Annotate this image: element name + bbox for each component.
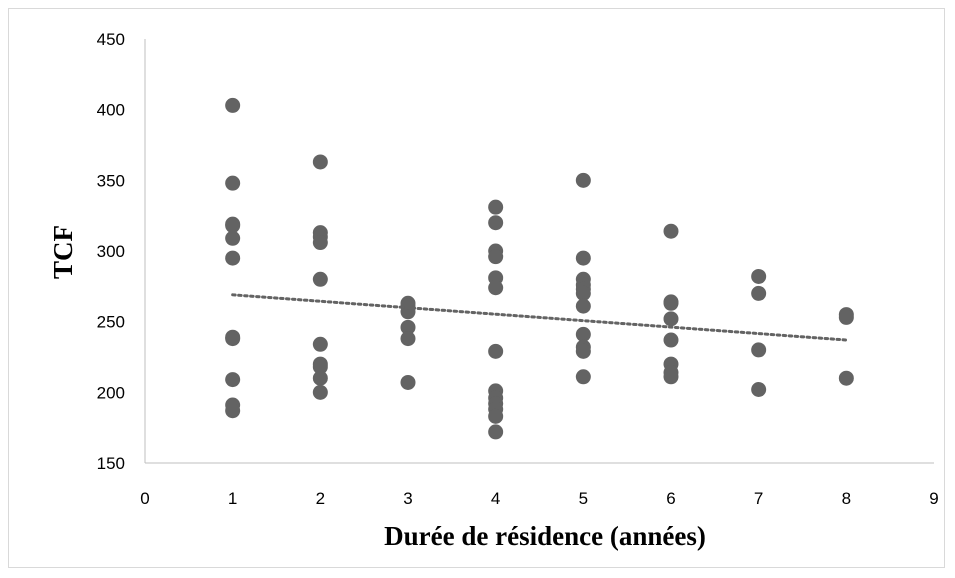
trendline: [231, 293, 848, 342]
data-point: [575, 326, 591, 342]
x-tick-label: 8: [842, 489, 851, 508]
data-point: [312, 235, 328, 251]
y-tick-label: 150: [97, 454, 125, 473]
x-tick-label: 9: [929, 489, 938, 508]
data-point: [751, 342, 767, 358]
y-tick-label: 300: [97, 242, 125, 261]
data-point: [663, 223, 679, 239]
data-point: [312, 271, 328, 287]
x-tick-label: 7: [754, 489, 763, 508]
data-point: [400, 331, 416, 347]
data-point: [488, 215, 504, 231]
data-point: [488, 424, 504, 440]
x-tick-label: 0: [140, 489, 149, 508]
data-point: [838, 309, 854, 325]
data-point: [312, 384, 328, 400]
data-point: [488, 199, 504, 215]
data-point: [225, 372, 241, 388]
x-tick-label: 3: [403, 489, 412, 508]
data-point: [225, 230, 241, 246]
x-tick-label: 6: [666, 489, 675, 508]
x-tick-label: 4: [491, 489, 500, 508]
x-axis-title: Durée de résidence (années): [384, 521, 706, 551]
data-point: [225, 331, 241, 347]
data-points: [225, 97, 854, 440]
data-point: [575, 172, 591, 188]
y-tick-label: 200: [97, 383, 125, 402]
chart-axes: [144, 39, 934, 464]
data-point: [575, 285, 591, 301]
data-point: [575, 369, 591, 385]
y-tick-label: 400: [97, 101, 125, 120]
tick-labels: 0 1 2 3 4 5 6 7 8 9 150 200 250 300 350 400 450: [97, 30, 939, 508]
data-point: [488, 280, 504, 296]
data-point: [575, 298, 591, 314]
chart-frame: [8, 8, 945, 568]
data-point: [663, 295, 679, 311]
data-point: [488, 249, 504, 265]
data-point: [400, 374, 416, 390]
data-point: [312, 370, 328, 386]
data-point: [751, 268, 767, 284]
x-tick-label: 1: [228, 489, 237, 508]
y-tick-label: 450: [97, 30, 125, 49]
data-point: [663, 311, 679, 327]
y-tick-label: 250: [97, 313, 125, 332]
data-point: [488, 408, 504, 424]
data-point: [575, 343, 591, 359]
data-point: [751, 382, 767, 398]
data-point: [312, 154, 328, 170]
data-point: [488, 343, 504, 359]
y-tick-label: 350: [97, 171, 125, 190]
data-point: [225, 250, 241, 266]
data-point: [400, 319, 416, 335]
data-point: [312, 359, 328, 375]
data-point: [225, 403, 241, 419]
x-tick-label: 2: [316, 489, 325, 508]
x-tick-label: 5: [579, 489, 588, 508]
data-point: [838, 370, 854, 386]
data-point: [225, 97, 241, 113]
data-point: [225, 175, 241, 191]
data-point: [225, 218, 241, 234]
data-point: [575, 250, 591, 266]
data-point: [751, 285, 767, 301]
y-axis-title: TCF: [48, 225, 78, 279]
data-point: [663, 332, 679, 348]
data-point: [312, 336, 328, 352]
trendline-group: [231, 293, 848, 342]
data-point: [663, 369, 679, 385]
